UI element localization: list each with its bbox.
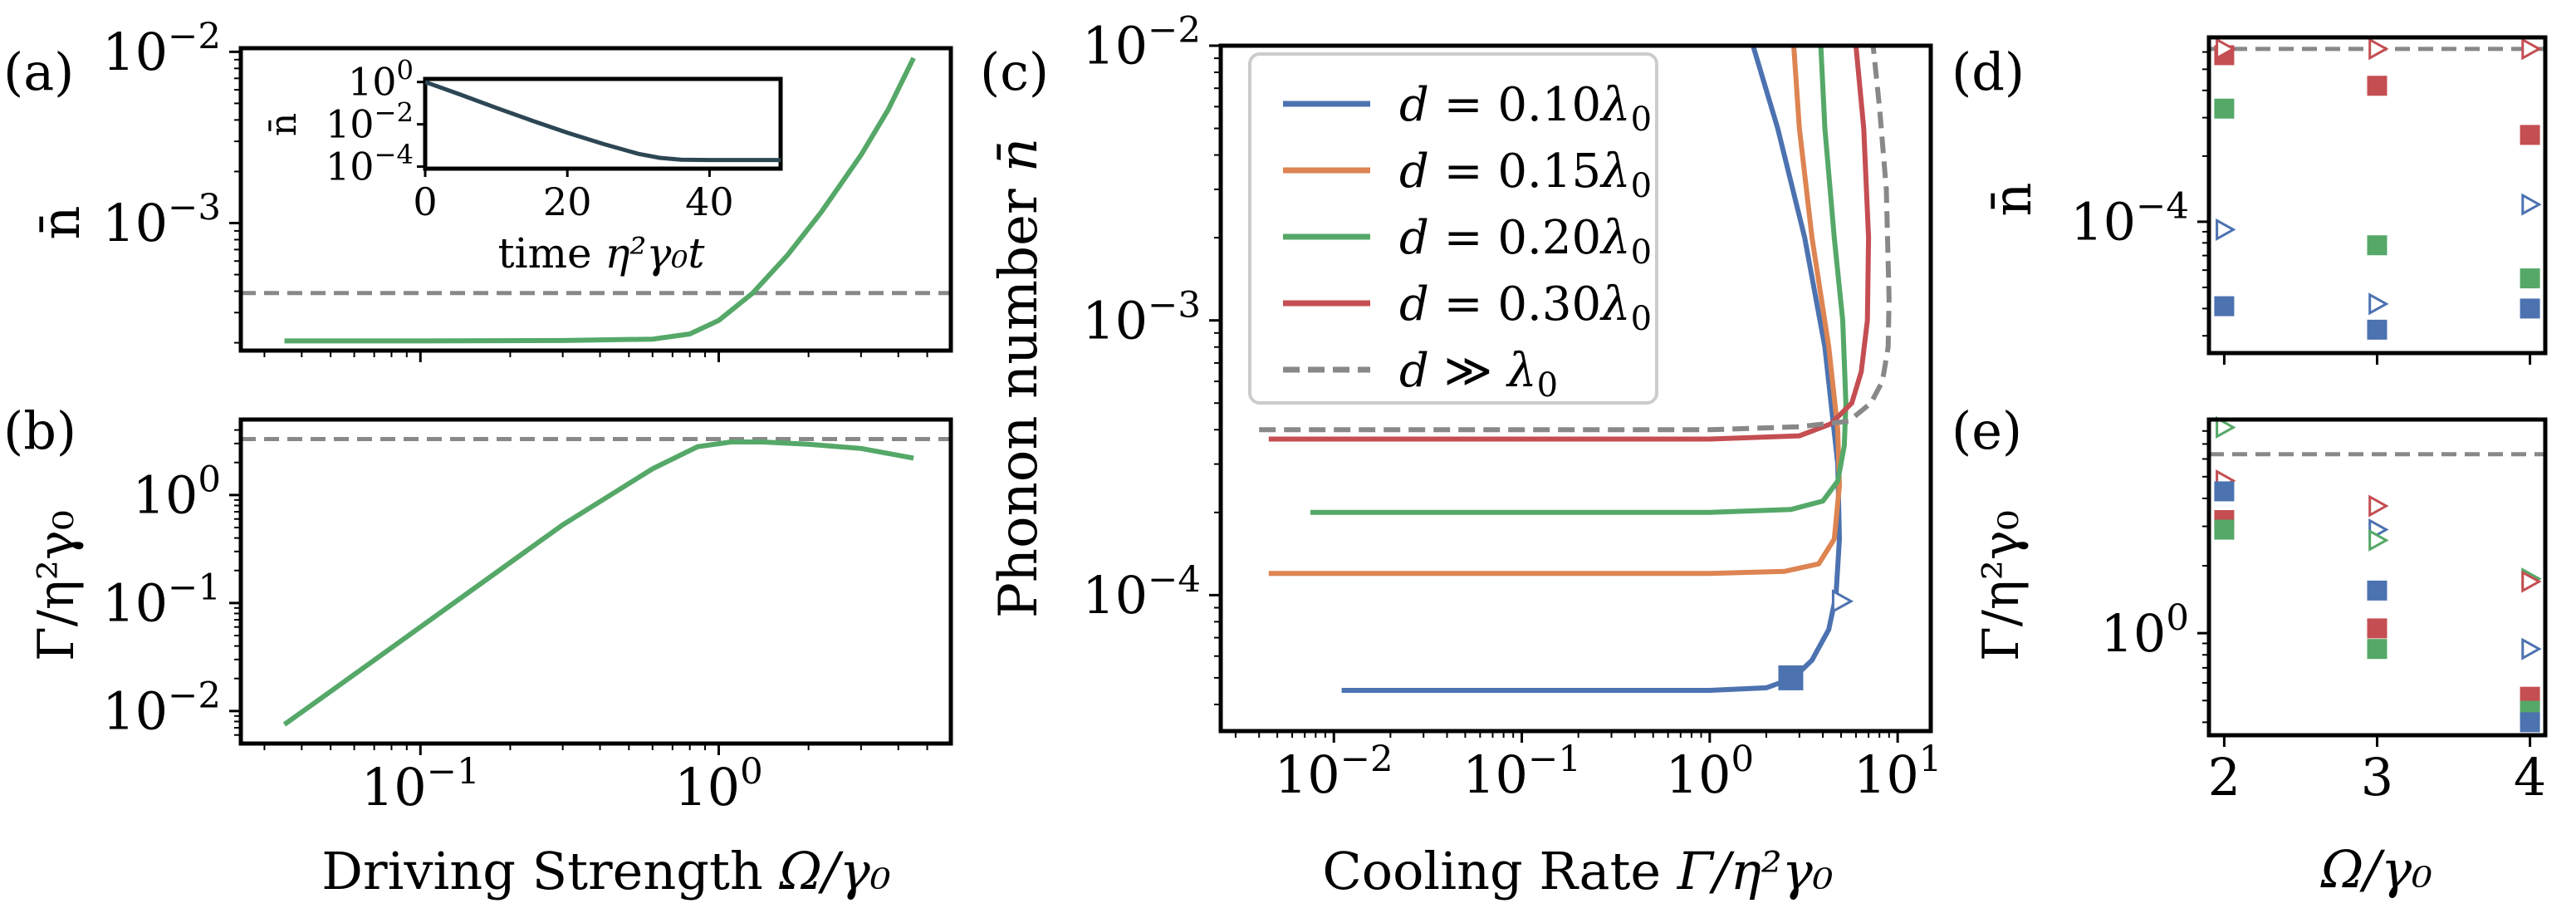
y-tick-label: 10−4: [2070, 186, 2189, 253]
x-tick-label: 100: [674, 751, 763, 817]
marker-square: [1778, 665, 1803, 690]
axes-frame: [2209, 420, 2545, 735]
series-line: [285, 442, 914, 724]
inset-frame: [425, 79, 781, 169]
y-tick-label: 10−2: [102, 16, 221, 82]
point-triangle: [2370, 295, 2387, 313]
point-triangle: [2523, 195, 2539, 214]
y-axis-label: Γ/η²γ₀: [27, 510, 86, 661]
x-tick-label: 2: [2208, 747, 2241, 808]
point-square: [2520, 125, 2540, 145]
point-square: [2214, 520, 2234, 540]
point-square: [2214, 481, 2234, 501]
point-square: [2368, 76, 2387, 96]
inset-y-axis-label: n̄: [262, 113, 305, 136]
y-axis-label: n̄: [31, 205, 92, 239]
panel-label: (c): [980, 42, 1049, 102]
y-tick-label: 10−3: [102, 187, 221, 253]
y-tick-label: 100: [132, 459, 221, 526]
point-square: [2368, 235, 2387, 255]
point-square: [2368, 618, 2387, 638]
x-tick-label: 4: [2514, 747, 2546, 808]
y-tick-label: 10−2: [1082, 10, 1201, 76]
point-square: [2368, 639, 2387, 659]
x-axis-label: Ω/γ₀: [2320, 839, 2432, 900]
x-axis-label: Driving Strength Ω/γ₀: [321, 841, 891, 901]
point-triangle: [2217, 220, 2234, 238]
y-axis-label: Phonon number n̄: [988, 138, 1050, 618]
point-triangle: [2370, 497, 2387, 515]
legend-entry: d = 0.10λ0: [1399, 78, 1652, 139]
x-tick-label: 100: [1666, 739, 1755, 805]
x-tick-label: 10−1: [361, 751, 480, 817]
inset-x-tick-label: 0: [413, 179, 437, 224]
y-tick-label: 10−4: [1082, 559, 1201, 626]
marker-triangle: [1833, 592, 1851, 611]
inset-y-tick-label: 10−4: [326, 139, 414, 189]
point-square: [2368, 581, 2387, 601]
x-axis-label: Cooling Rate Γ/η²γ₀: [1322, 841, 1833, 901]
point-square: [2520, 268, 2540, 288]
inset-x-tick-label: 20: [543, 179, 592, 224]
axes-frame: [241, 420, 951, 744]
point-square: [2520, 712, 2540, 732]
y-tick-label: 100: [2100, 597, 2189, 664]
point-triangle: [2370, 40, 2387, 58]
y-tick-label: 10−1: [102, 567, 221, 634]
panel-label: (b): [3, 400, 76, 461]
legend-entry: d = 0.15λ0: [1399, 145, 1652, 205]
point-square: [2214, 99, 2234, 119]
x-tick-label: 101: [1854, 739, 1942, 805]
y-tick-label: 10−2: [102, 675, 221, 742]
point-square: [2368, 320, 2387, 340]
inset-x-axis-label: time η²γ₀t: [497, 229, 705, 277]
figure: 10−2 10−3 (a) n̄ 0 20 40 100 10−2 10−4 n̄ time η²γ₀…: [0, 0, 2576, 918]
panel-label: (d): [1952, 42, 2025, 102]
x-tick-label: 10−2: [1275, 739, 1393, 805]
inset-x-tick-label: 40: [685, 179, 734, 224]
point-triangle: [2523, 40, 2539, 58]
point-triangle: [2523, 640, 2539, 658]
panel-label: (e): [1952, 400, 2022, 461]
y-axis-label: n̄: [1982, 182, 2044, 216]
panel-b: 100 10−1 10−2 10−1 100 (b) Γ/η²γ₀ Driving Stren…: [3, 400, 951, 901]
panel-e: 100 2 3 4 (e) Γ/η²γ₀ Ω/γ₀: [1952, 400, 2546, 900]
legend-entry: d = 0.20λ0: [1399, 211, 1652, 272]
panel-d: 10−4 (d) n̄: [1952, 37, 2545, 365]
point-square: [2214, 297, 2234, 317]
y-tick-label: 10−3: [1082, 284, 1201, 351]
point-square: [2520, 298, 2540, 318]
panel-label: (a): [3, 42, 74, 102]
y-axis-label: Γ/η²γ₀: [1972, 510, 2030, 661]
legend-entry: d ≫ λ0: [1399, 344, 1558, 405]
x-tick-label: 10−1: [1462, 739, 1581, 805]
panel-c: 10−2 10−3 10−4 10−2 10−1 100 101 (c) Phonon numb…: [980, 10, 1942, 901]
legend-entry: d = 0.30λ0: [1399, 277, 1652, 338]
x-tick-label: 3: [2361, 747, 2393, 808]
